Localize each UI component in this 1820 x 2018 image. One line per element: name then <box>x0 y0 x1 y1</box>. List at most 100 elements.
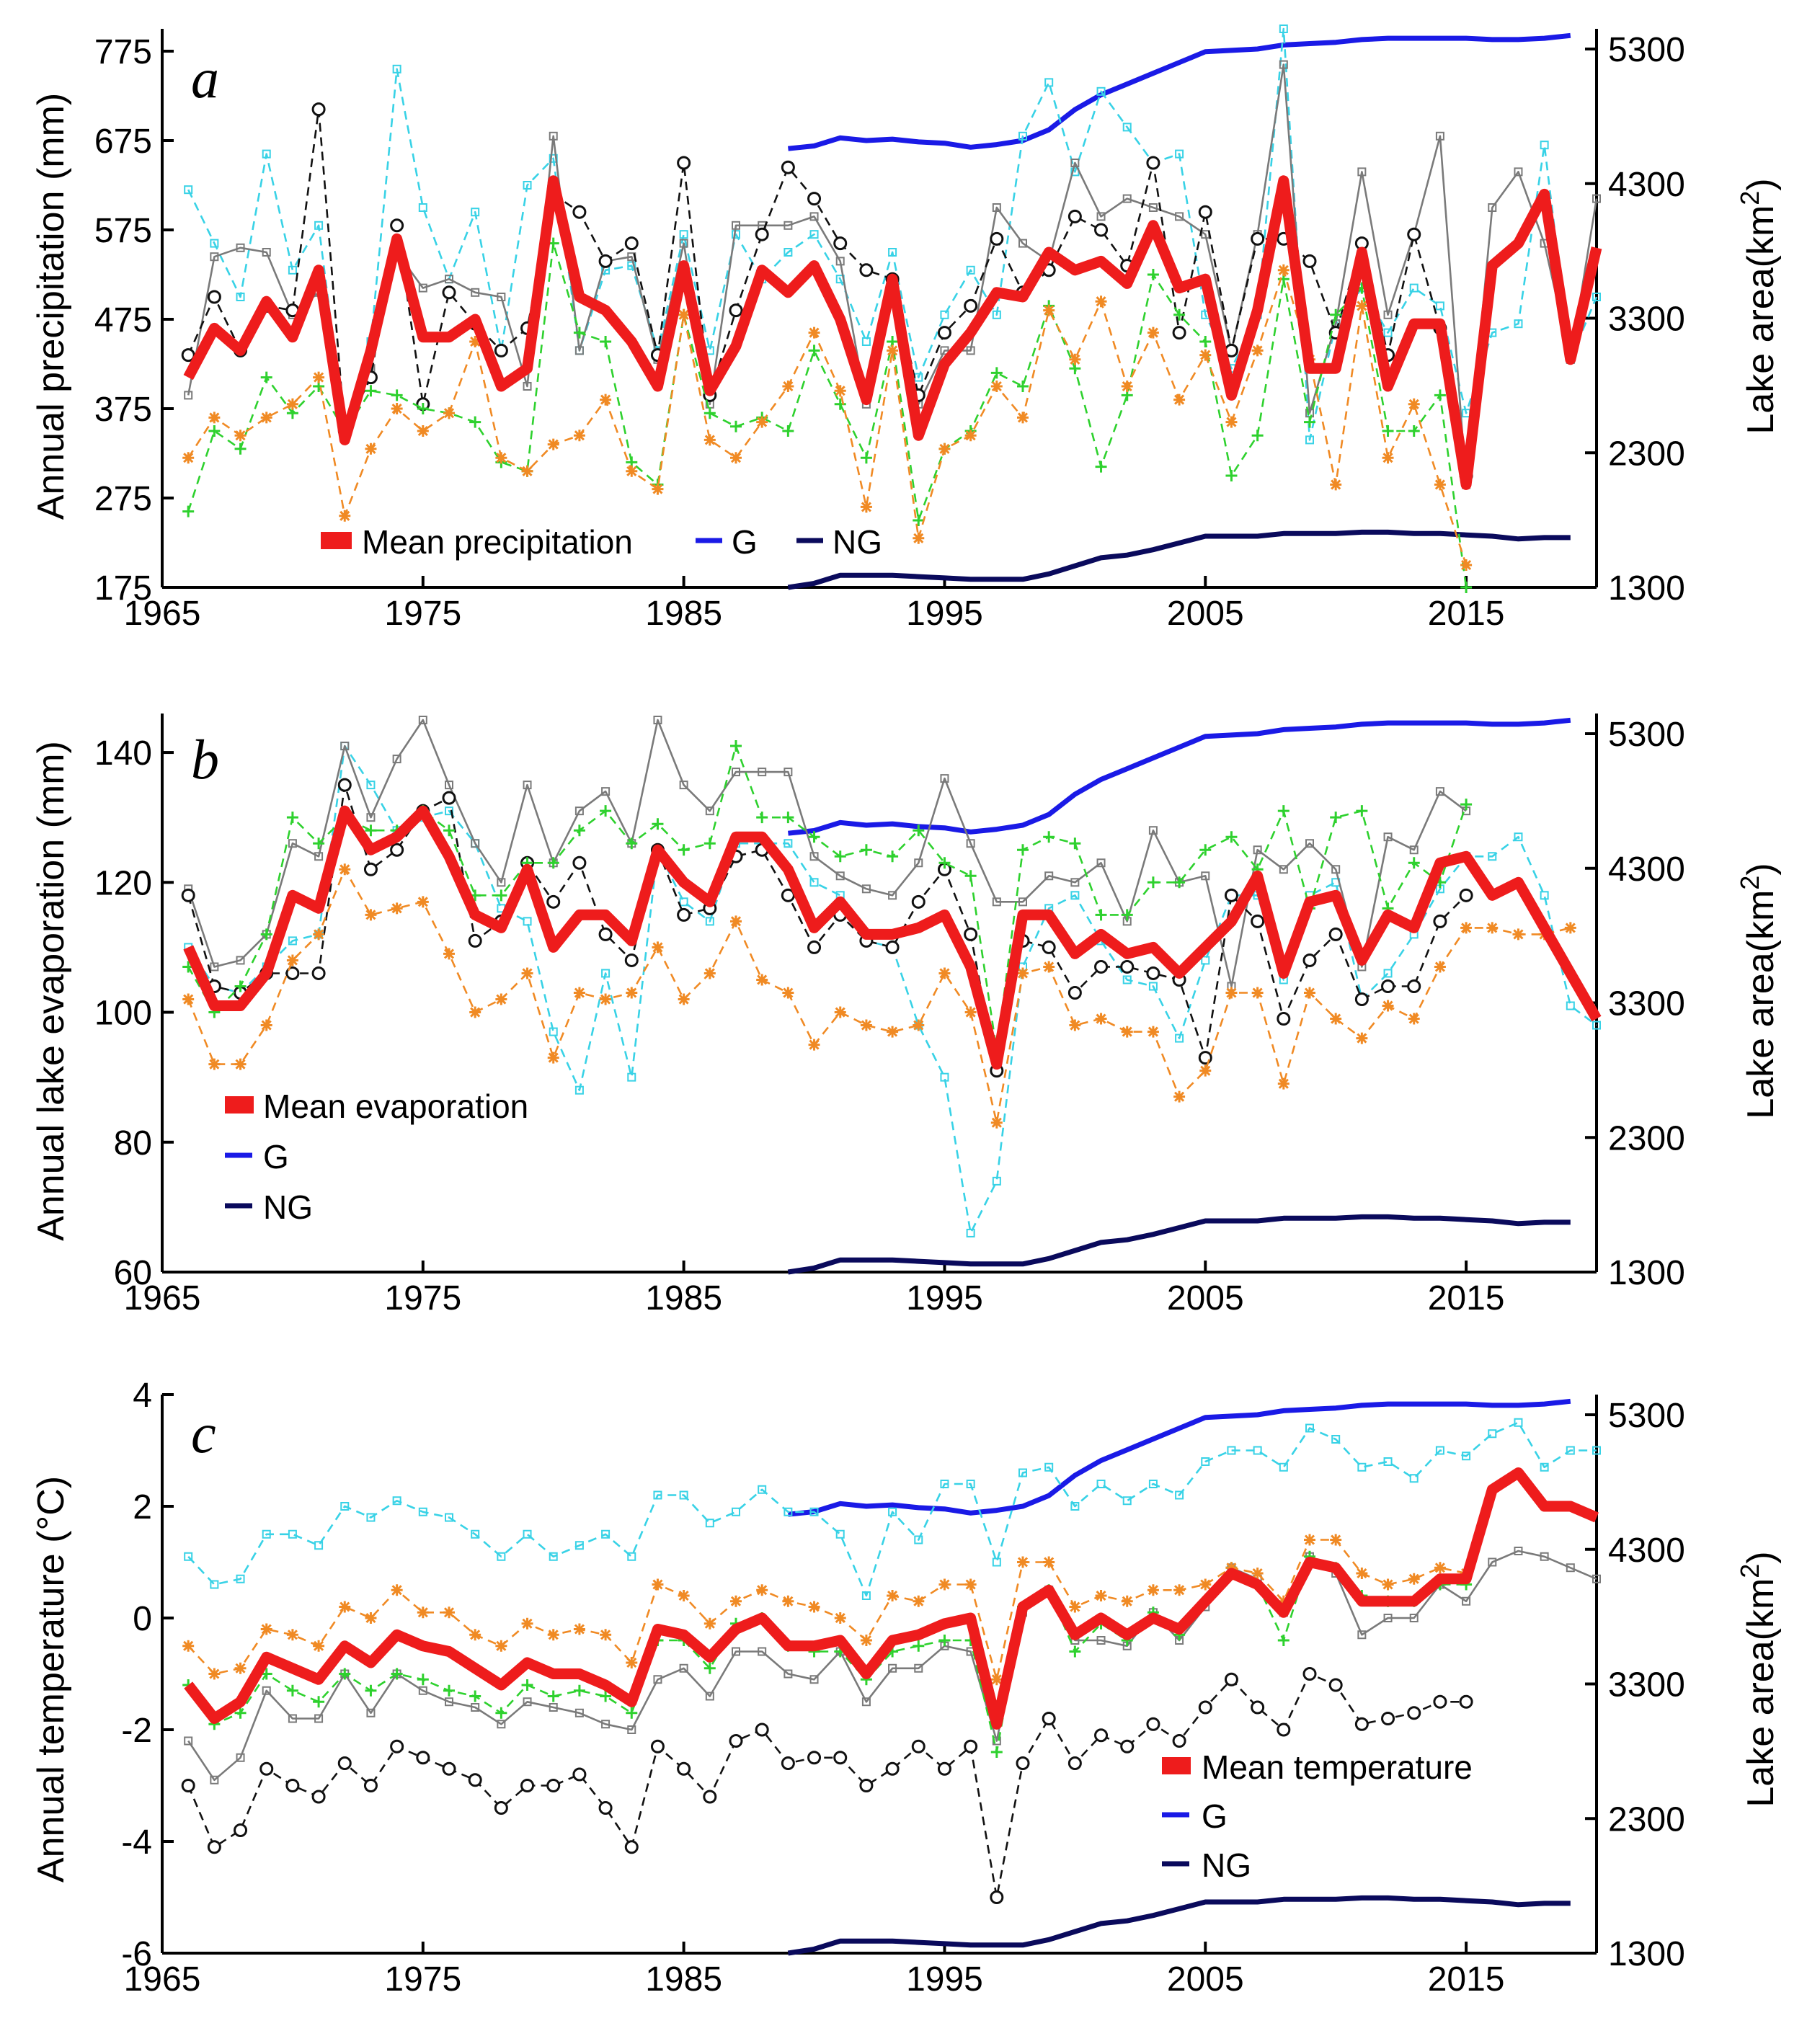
data-point <box>732 768 740 777</box>
data-point <box>546 894 561 909</box>
data-point <box>1227 1446 1236 1455</box>
x-tick-label: 1985 <box>645 595 722 633</box>
data-point <box>1356 805 1368 817</box>
data-point <box>340 742 350 751</box>
data-point <box>236 1574 245 1583</box>
data-point <box>1304 416 1315 428</box>
data-point <box>992 1736 1001 1746</box>
data-point <box>885 1761 900 1776</box>
data-point <box>469 336 481 347</box>
data-point <box>1488 203 1497 212</box>
data-point <box>679 239 688 248</box>
data-point <box>1201 871 1210 881</box>
data-point <box>729 303 743 318</box>
data-point <box>1592 1574 1601 1583</box>
data-point <box>1433 914 1447 928</box>
data-point <box>652 941 664 954</box>
data-point <box>1251 914 1265 928</box>
data-point <box>807 192 822 206</box>
data-point <box>1175 149 1184 159</box>
data-point <box>471 1703 480 1712</box>
data-point <box>756 812 768 824</box>
data-point <box>1173 308 1186 321</box>
legend-label-g: G <box>263 1138 289 1175</box>
data-point <box>1331 865 1341 874</box>
data-point <box>1017 967 1029 979</box>
data-point <box>887 850 899 863</box>
data-point <box>834 1006 846 1018</box>
data-point <box>1462 1452 1471 1461</box>
data-point <box>363 1779 378 1792</box>
data-point <box>755 1723 769 1737</box>
data-point <box>627 1725 636 1734</box>
data-point <box>337 1756 352 1770</box>
data-point <box>1356 1568 1368 1579</box>
data-point <box>236 243 245 252</box>
data-point <box>1173 394 1186 406</box>
data-point <box>1067 1756 1082 1770</box>
data-point <box>365 443 377 455</box>
data-point <box>1069 353 1081 365</box>
data-point <box>1540 141 1549 150</box>
data-point <box>286 812 298 824</box>
data-point <box>732 221 740 230</box>
data-point <box>1017 844 1029 856</box>
data-point <box>236 293 245 301</box>
data-point <box>679 1663 688 1673</box>
data-point <box>286 1629 298 1641</box>
data-point <box>1148 826 1158 835</box>
y2-tick-label: 4300 <box>1608 850 1685 889</box>
y2-tick-label: 5300 <box>1608 716 1685 754</box>
legend-label-mean: Mean temperature <box>1202 1748 1473 1786</box>
data-point <box>1146 1717 1160 1731</box>
data-point <box>781 1756 795 1770</box>
series-cyan <box>184 1418 1601 1600</box>
data-point <box>1172 1734 1186 1748</box>
y2-axis-label: Lake area(km2) <box>1735 863 1782 1119</box>
data-point <box>1017 381 1029 392</box>
data-point <box>523 917 532 926</box>
data-point <box>940 1072 949 1082</box>
legend-label-ng: NG <box>263 1188 313 1226</box>
data-point <box>861 1697 871 1707</box>
x-tick-label: 2005 <box>1167 595 1244 633</box>
data-point <box>1566 1446 1575 1455</box>
data-point <box>1096 212 1106 221</box>
series-line <box>187 1555 1467 1753</box>
data-point <box>469 416 481 428</box>
series-group <box>181 25 1602 593</box>
data-point <box>210 252 219 262</box>
data-point <box>1277 1635 1289 1646</box>
data-point <box>234 443 247 455</box>
data-point <box>938 443 951 455</box>
data-point <box>1304 1534 1315 1546</box>
data-point <box>314 1714 324 1723</box>
series-line <box>787 1895 1571 1956</box>
series-line <box>187 719 1467 987</box>
data-point <box>938 1578 951 1591</box>
data-point <box>808 831 820 843</box>
data-point <box>652 1578 664 1591</box>
x-tick-label: 1985 <box>645 1279 722 1317</box>
data-point <box>966 346 975 355</box>
series-mean-temperature <box>184 1467 1599 1730</box>
data-point <box>547 438 559 450</box>
series-line <box>788 32 1571 151</box>
data-point <box>888 891 897 900</box>
data-point <box>653 716 662 725</box>
data-point <box>1122 123 1132 132</box>
data-point <box>809 212 819 221</box>
data-point <box>1122 1496 1132 1506</box>
series-line <box>787 529 1571 590</box>
panel-a-precipitation: a Annual precipitation (mm) Lake area(km… <box>30 25 1782 633</box>
data-point <box>286 398 298 410</box>
data-point <box>1018 239 1027 248</box>
data-point <box>1253 845 1262 855</box>
x-tick-label: 1975 <box>384 595 461 633</box>
data-point <box>888 1507 897 1516</box>
data-point <box>835 257 845 266</box>
data-point <box>417 425 429 437</box>
data-point <box>938 1635 951 1646</box>
data-point <box>990 1890 1004 1904</box>
legend: Mean precipitation G NG <box>321 523 882 561</box>
